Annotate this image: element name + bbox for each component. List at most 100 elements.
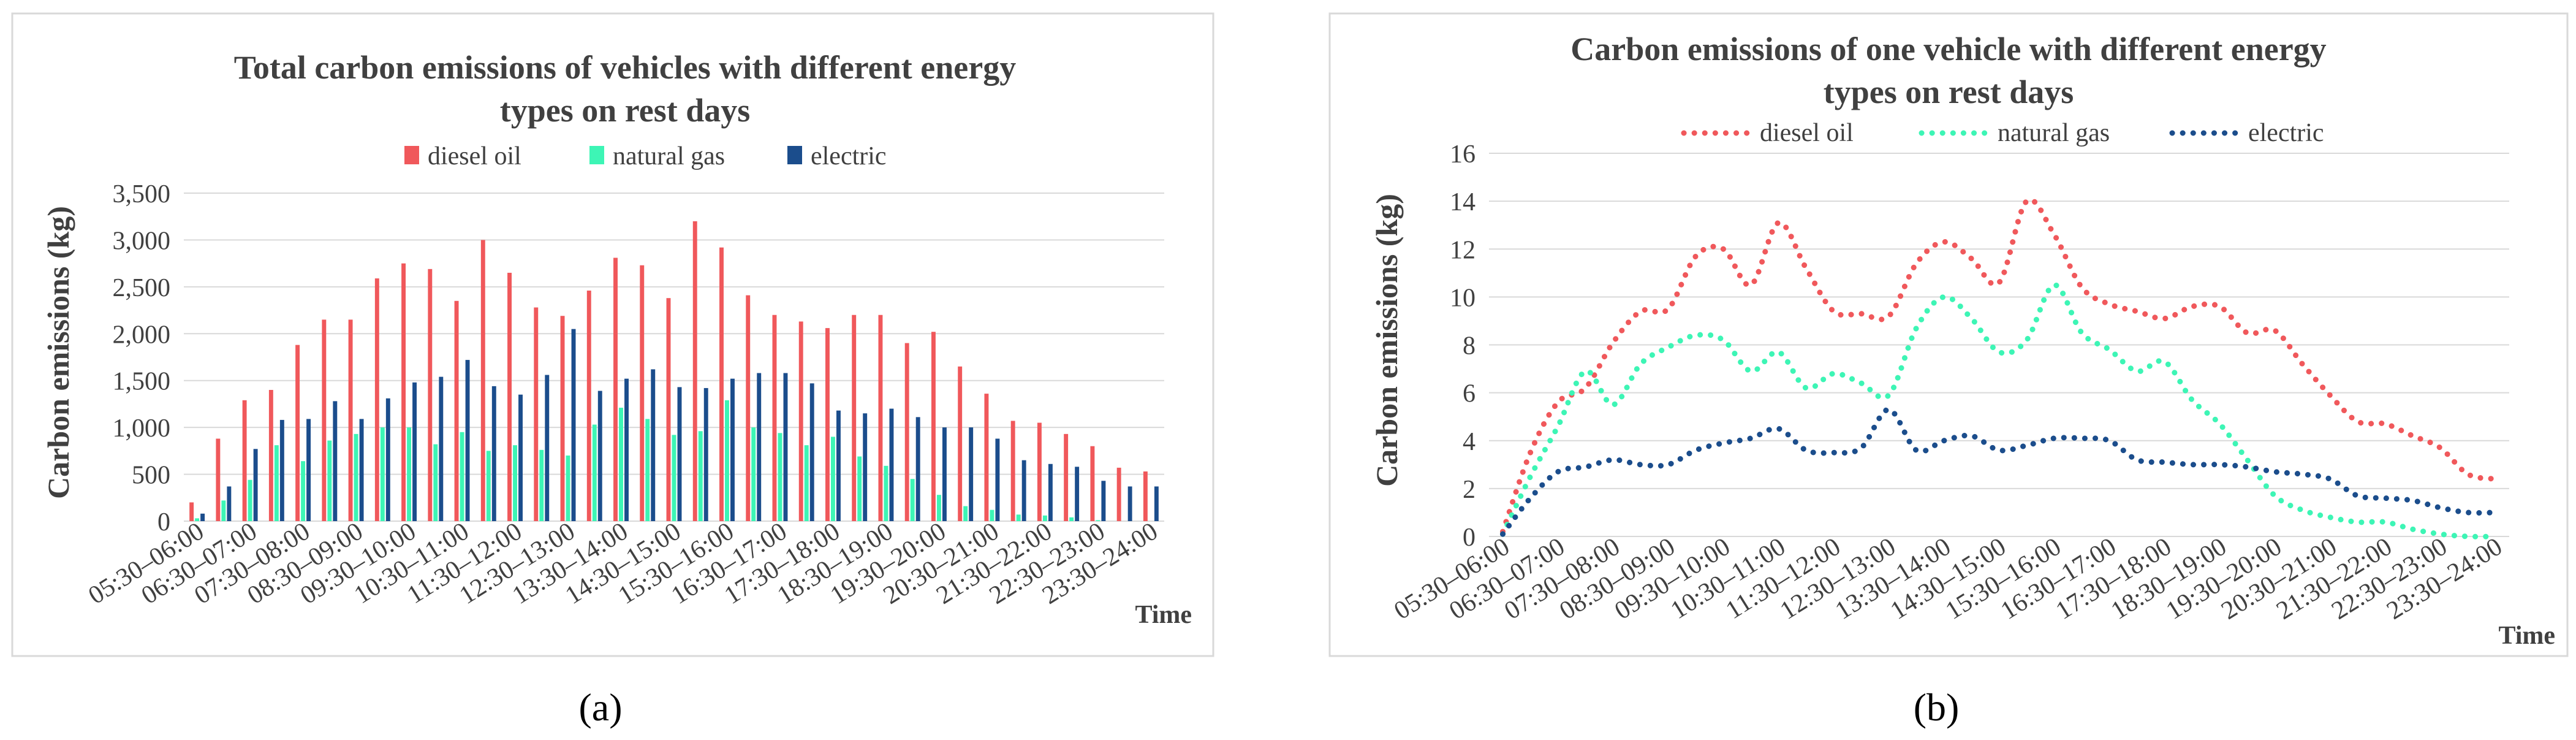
bar-natural-gas (566, 456, 570, 521)
bar-natural-gas (380, 427, 385, 521)
bar-natural-gas (963, 506, 968, 521)
bar-diesel-oil (640, 265, 645, 521)
bar-diesel-oil (560, 316, 565, 521)
chart-a-bars (189, 221, 1159, 521)
bar-natural-gas (301, 461, 306, 521)
bar-natural-gas (619, 408, 623, 521)
bar-electric (253, 449, 258, 521)
bar-diesel-oil (586, 290, 591, 521)
chart-a-frame (11, 12, 1214, 657)
bar-diesel-oil (666, 298, 671, 521)
bar-diesel-oil (401, 263, 406, 521)
bar-electric (783, 373, 788, 521)
bar-diesel-oil (374, 278, 379, 521)
chart-a-svg: Total carbon emissions of vehicles with … (11, 12, 1214, 729)
chart-a-gridlines (184, 193, 1164, 522)
chart-a-y-axis-label: Carbon emissions (kg) (41, 206, 75, 499)
bar-diesel-oil (692, 221, 697, 521)
y-tick-label: 0 (1463, 524, 1476, 552)
bar-diesel-oil (1116, 467, 1121, 521)
legend-label: electric (2248, 119, 2324, 147)
bar-natural-gas (407, 427, 412, 521)
bar-diesel-oil (772, 315, 777, 521)
bar-natural-gas (1016, 514, 1021, 521)
chart-b-panel: Carbon emissions of one vehicle with dif… (1317, 0, 2576, 737)
bar-natural-gas (539, 449, 544, 521)
bar-diesel-oil (242, 400, 247, 521)
legend-swatch (404, 146, 419, 164)
bar-natural-gas (460, 432, 464, 521)
legend-swatch (589, 146, 604, 164)
bar-electric (1048, 463, 1053, 521)
bar-natural-gas (1069, 517, 1074, 521)
chart-a-x-axis-label: Time (1135, 601, 1192, 629)
y-tick-label: 3,500 (113, 180, 171, 208)
bar-diesel-oil (454, 300, 459, 521)
y-tick-label: 2,500 (113, 274, 171, 302)
bar-electric (306, 419, 311, 521)
bar-electric (677, 387, 682, 521)
bar-electric (279, 419, 284, 521)
line-diesel-oil (1500, 197, 2498, 535)
y-tick-label: 2 (1463, 476, 1476, 504)
chart-a-title-line1: Total carbon emissions of vehicles with … (234, 49, 1016, 86)
bar-natural-gas (857, 456, 862, 521)
y-tick-label: 500 (132, 462, 170, 490)
bar-electric (465, 360, 470, 521)
bar-diesel-oil (878, 315, 883, 521)
bar-electric (969, 427, 974, 521)
line-electric (1500, 406, 2498, 537)
bar-natural-gas (751, 427, 756, 521)
bar-electric (518, 394, 523, 521)
bar-diesel-oil (904, 343, 909, 521)
bar-diesel-oil (852, 315, 857, 521)
bar-electric (1021, 460, 1026, 521)
bar-diesel-oil (931, 332, 936, 521)
y-tick-label: 4 (1463, 428, 1476, 456)
bar-diesel-oil (295, 345, 300, 521)
bar-natural-gas (936, 495, 941, 521)
chart-a-y-ticks: 0 500 1,000 1,500 2,000 2,500 3,000 3,500 (113, 180, 171, 536)
bar-diesel-oil (322, 319, 327, 521)
bar-electric (385, 398, 390, 521)
bar-electric (439, 376, 444, 521)
bar-natural-gas (698, 431, 703, 521)
bar-electric (942, 427, 947, 521)
bar-natural-gas (645, 419, 650, 521)
bar-electric (1101, 481, 1106, 521)
bar-electric (915, 417, 920, 521)
bar-electric (1075, 467, 1080, 521)
bar-natural-gas (513, 445, 517, 521)
bar-natural-gas (725, 400, 729, 521)
bar-electric (836, 410, 841, 521)
chart-b-lines (1500, 197, 2498, 540)
bar-electric (651, 369, 656, 521)
bar-electric (333, 401, 338, 521)
bar-electric (1127, 486, 1132, 521)
bar-natural-gas (433, 444, 438, 521)
chart-a-panel: Total carbon emissions of vehicles with … (0, 0, 1232, 737)
chart-a-legend: diesel oil natural gas electric (404, 142, 887, 170)
bar-electric (703, 387, 708, 521)
y-tick-label: 2,000 (113, 321, 171, 349)
chart-b-gridlines (1489, 153, 2509, 537)
legend-label: electric (811, 142, 887, 170)
bar-diesel-oil (719, 247, 724, 521)
chart-b-svg: Carbon emissions of one vehicle with dif… (1328, 12, 2569, 729)
bar-diesel-oil (268, 390, 273, 521)
panel-label-b: (b) (1914, 685, 1960, 729)
bar-electric (200, 513, 205, 521)
bar-natural-gas (1096, 520, 1100, 521)
bar-diesel-oil (189, 502, 194, 521)
bar-natural-gas (248, 479, 252, 521)
y-tick-label: 6 (1463, 380, 1476, 408)
legend-swatch (787, 146, 802, 164)
chart-b-y-ticks: 0 2 4 6 8 10 12 14 16 (1450, 140, 1476, 552)
bar-diesel-oil (825, 328, 830, 521)
bar-natural-gas (884, 465, 888, 521)
bar-diesel-oil (348, 319, 353, 521)
y-tick-label: 10 (1450, 284, 1476, 312)
legend-label: diesel oil (1760, 119, 1854, 147)
bar-diesel-oil (534, 307, 539, 521)
bar-electric (889, 408, 894, 521)
